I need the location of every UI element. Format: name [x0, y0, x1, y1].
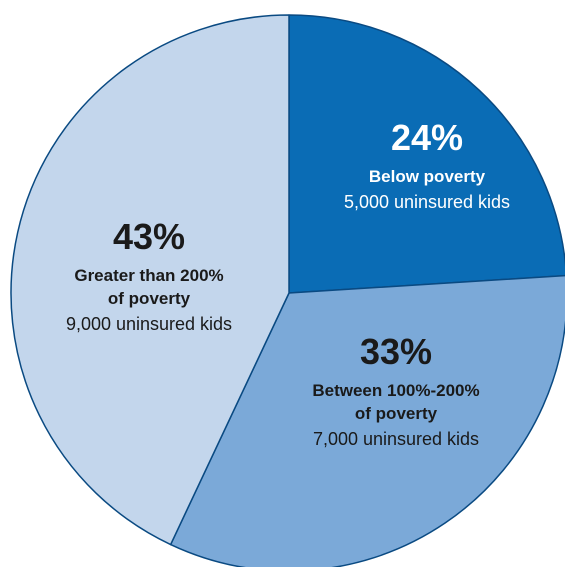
slice-percent-label: 43%	[113, 216, 185, 257]
slice-category-label: Greater than 200%	[74, 266, 223, 285]
slice-count-label: 9,000 uninsured kids	[66, 314, 232, 334]
slice-label-group-3: 43% Greater than 200% of poverty 9,000 unin…	[66, 216, 232, 334]
pie-slice-1	[288, 14, 565, 294]
slice-count-label: 5,000 uninsured kids	[344, 192, 510, 212]
slice-label-group-1: 24% Below poverty 5,000 uninsured kids	[344, 117, 510, 212]
slice-category-label: Between 100%-200%	[312, 381, 479, 400]
slice-category-label: Below poverty	[369, 167, 486, 186]
slice-category-label: of poverty	[355, 404, 438, 423]
pie-labels: 24% Below poverty 5,000 uninsured kids 33% B…	[66, 117, 510, 449]
slice-percent-label: 33%	[360, 331, 432, 372]
slice-count-label: 7,000 uninsured kids	[313, 429, 479, 449]
slice-percent-label: 24%	[391, 117, 463, 158]
slice-category-label: of poverty	[108, 289, 191, 308]
pie-slice-3	[10, 14, 290, 546]
slice-label-group-2: 33% Between 100%-200% of poverty 7,000 unin…	[312, 331, 479, 449]
pie-slice-2	[169, 274, 565, 567]
pie-slices	[10, 14, 565, 567]
